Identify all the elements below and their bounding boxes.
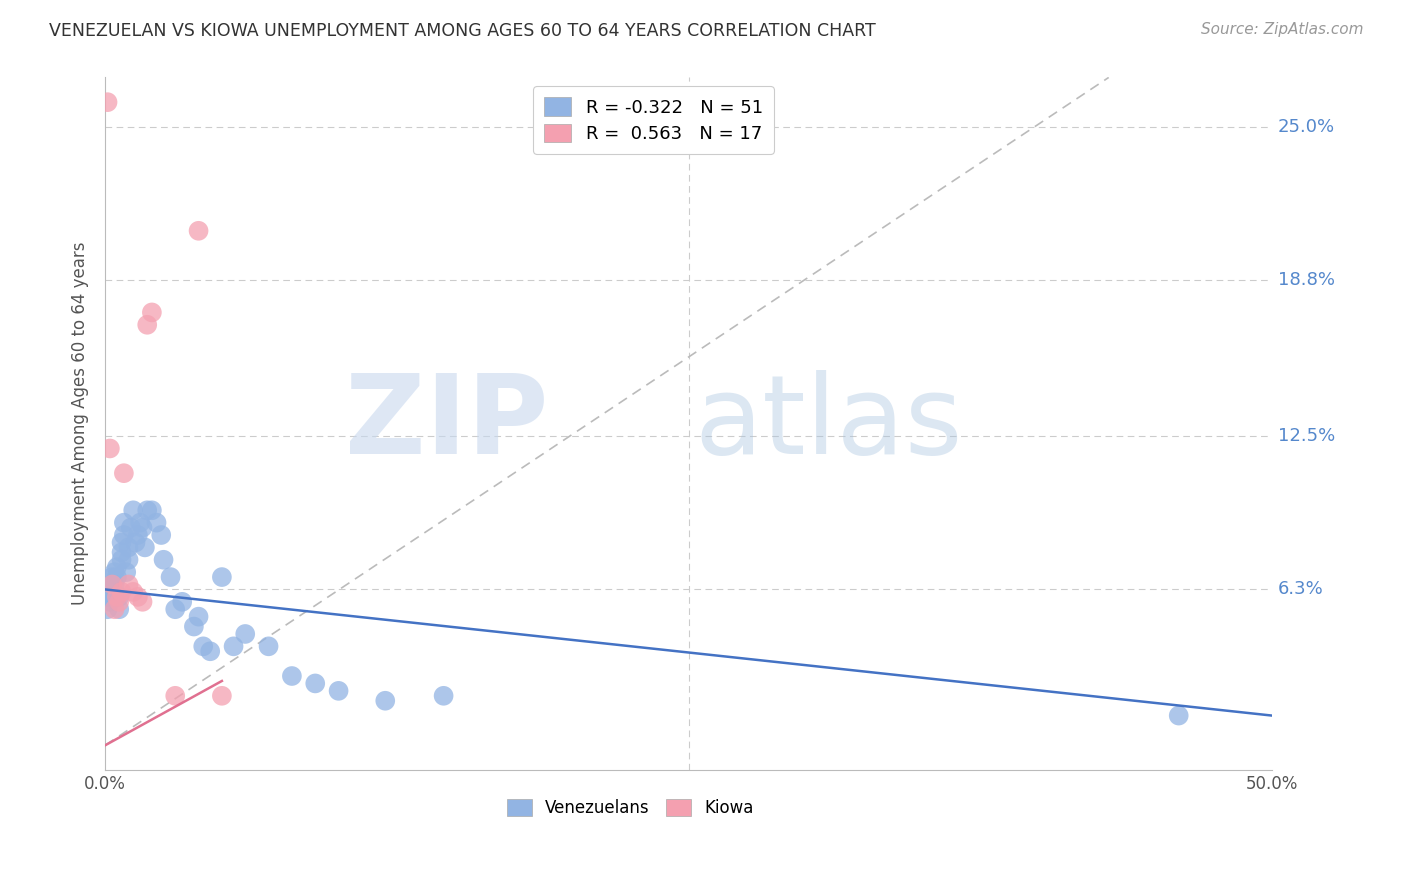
Point <box>136 503 159 517</box>
Point <box>110 585 132 599</box>
Point <box>96 590 118 604</box>
Point <box>328 683 350 698</box>
Point <box>136 318 159 332</box>
Point <box>98 595 121 609</box>
Point <box>105 590 128 604</box>
Point <box>108 595 131 609</box>
Point <box>122 503 145 517</box>
Text: 18.8%: 18.8% <box>1278 271 1334 289</box>
Point <box>98 442 121 456</box>
Point <box>281 669 304 683</box>
Point <box>103 602 125 616</box>
Point <box>200 644 222 658</box>
Point <box>127 590 149 604</box>
Point <box>122 585 145 599</box>
Point <box>103 565 125 579</box>
Point <box>129 516 152 530</box>
Point <box>112 528 135 542</box>
Point <box>374 694 396 708</box>
Point <box>108 602 131 616</box>
Point <box>165 689 187 703</box>
Text: 25.0%: 25.0% <box>1278 118 1336 136</box>
Point <box>105 560 128 574</box>
Point <box>127 528 149 542</box>
Point <box>112 466 135 480</box>
Point <box>101 577 124 591</box>
Point <box>183 619 205 633</box>
Point <box>187 609 209 624</box>
Point <box>141 503 163 517</box>
Text: 12.5%: 12.5% <box>1278 427 1336 445</box>
Point <box>110 545 132 559</box>
Point <box>187 224 209 238</box>
Legend: Venezuelans, Kiowa: Venezuelans, Kiowa <box>501 792 761 824</box>
Point <box>433 689 456 703</box>
Point <box>105 570 128 584</box>
Point <box>101 590 124 604</box>
Point <box>1167 708 1189 723</box>
Point <box>145 516 167 530</box>
Point <box>108 590 131 604</box>
Point <box>304 676 326 690</box>
Point <box>120 520 142 534</box>
Point <box>101 570 124 584</box>
Point <box>152 553 174 567</box>
Text: VENEZUELAN VS KIOWA UNEMPLOYMENT AMONG AGES 60 TO 64 YEARS CORRELATION CHART: VENEZUELAN VS KIOWA UNEMPLOYMENT AMONG A… <box>49 22 876 40</box>
Point <box>211 570 233 584</box>
Point <box>172 595 194 609</box>
Point <box>117 541 139 555</box>
Point <box>96 602 118 616</box>
Point <box>131 595 153 609</box>
Point <box>96 95 118 110</box>
Point <box>165 602 187 616</box>
Point <box>150 528 173 542</box>
Point <box>110 553 132 567</box>
Point <box>117 553 139 567</box>
Point <box>115 565 138 579</box>
Point <box>222 640 245 654</box>
Text: atlas: atlas <box>695 370 963 477</box>
Point <box>117 577 139 591</box>
Point <box>101 577 124 591</box>
Point <box>112 516 135 530</box>
Y-axis label: Unemployment Among Ages 60 to 64 years: Unemployment Among Ages 60 to 64 years <box>72 242 89 606</box>
Point <box>193 640 215 654</box>
Point <box>98 585 121 599</box>
Text: ZIP: ZIP <box>346 370 548 477</box>
Point <box>103 590 125 604</box>
Point <box>257 640 280 654</box>
Point <box>233 627 256 641</box>
Point <box>124 535 146 549</box>
Point <box>134 541 156 555</box>
Text: 6.3%: 6.3% <box>1278 581 1323 599</box>
Point <box>131 520 153 534</box>
Point <box>103 577 125 591</box>
Text: Source: ZipAtlas.com: Source: ZipAtlas.com <box>1201 22 1364 37</box>
Point <box>141 305 163 319</box>
Point <box>159 570 181 584</box>
Point <box>110 535 132 549</box>
Point <box>211 689 233 703</box>
